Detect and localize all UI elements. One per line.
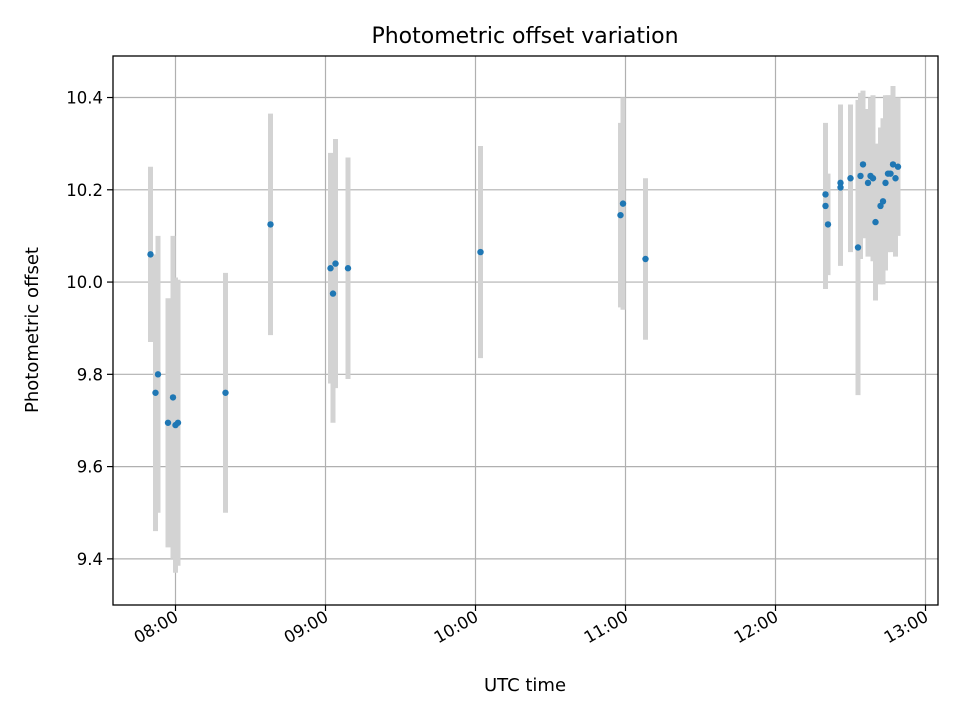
data-point	[332, 260, 339, 267]
data-point	[822, 202, 829, 210]
data-point	[477, 248, 484, 256]
data-point	[879, 198, 887, 205]
data-point	[889, 161, 897, 168]
data-point	[872, 218, 879, 226]
data-point	[327, 265, 334, 272]
data-point	[822, 191, 829, 198]
data-point	[267, 221, 274, 228]
data-point	[892, 175, 899, 182]
data-point	[154, 371, 162, 378]
y-tick-label: 9.8	[77, 365, 103, 384]
data-point	[837, 179, 844, 187]
y-tick-label: 10.4	[66, 89, 103, 108]
data-point	[344, 265, 352, 272]
y-tick-label: 10.2	[66, 181, 103, 200]
data-point	[859, 161, 867, 168]
data-point	[617, 211, 624, 219]
data-point	[169, 394, 177, 401]
data-point	[894, 163, 902, 170]
plot-frame	[112, 55, 939, 606]
data-point	[164, 419, 172, 426]
data-point	[152, 389, 159, 396]
data-point	[824, 221, 832, 228]
data-point	[864, 179, 872, 187]
y-tick-label: 9.6	[77, 458, 103, 477]
point-layer	[147, 161, 902, 429]
y-axis-label: Photometric offset	[22, 247, 43, 413]
grid-layer	[113, 56, 938, 605]
data-point	[869, 175, 877, 182]
data-point	[837, 184, 844, 191]
x-axis-label: UTC time	[484, 675, 566, 696]
data-point	[329, 290, 337, 297]
chart-title: Photometric offset variation	[371, 24, 678, 49]
data-point	[847, 175, 854, 182]
data-point	[222, 389, 229, 396]
data-point	[174, 419, 182, 426]
data-point	[854, 244, 862, 251]
data-point	[882, 179, 889, 187]
data-point	[619, 200, 627, 207]
y-tick-label: 9.4	[77, 550, 103, 569]
y-tick-label: 10.0	[66, 273, 103, 292]
data-point	[642, 255, 649, 263]
data-point	[887, 170, 894, 177]
data-point	[147, 251, 154, 258]
data-point	[857, 172, 864, 180]
